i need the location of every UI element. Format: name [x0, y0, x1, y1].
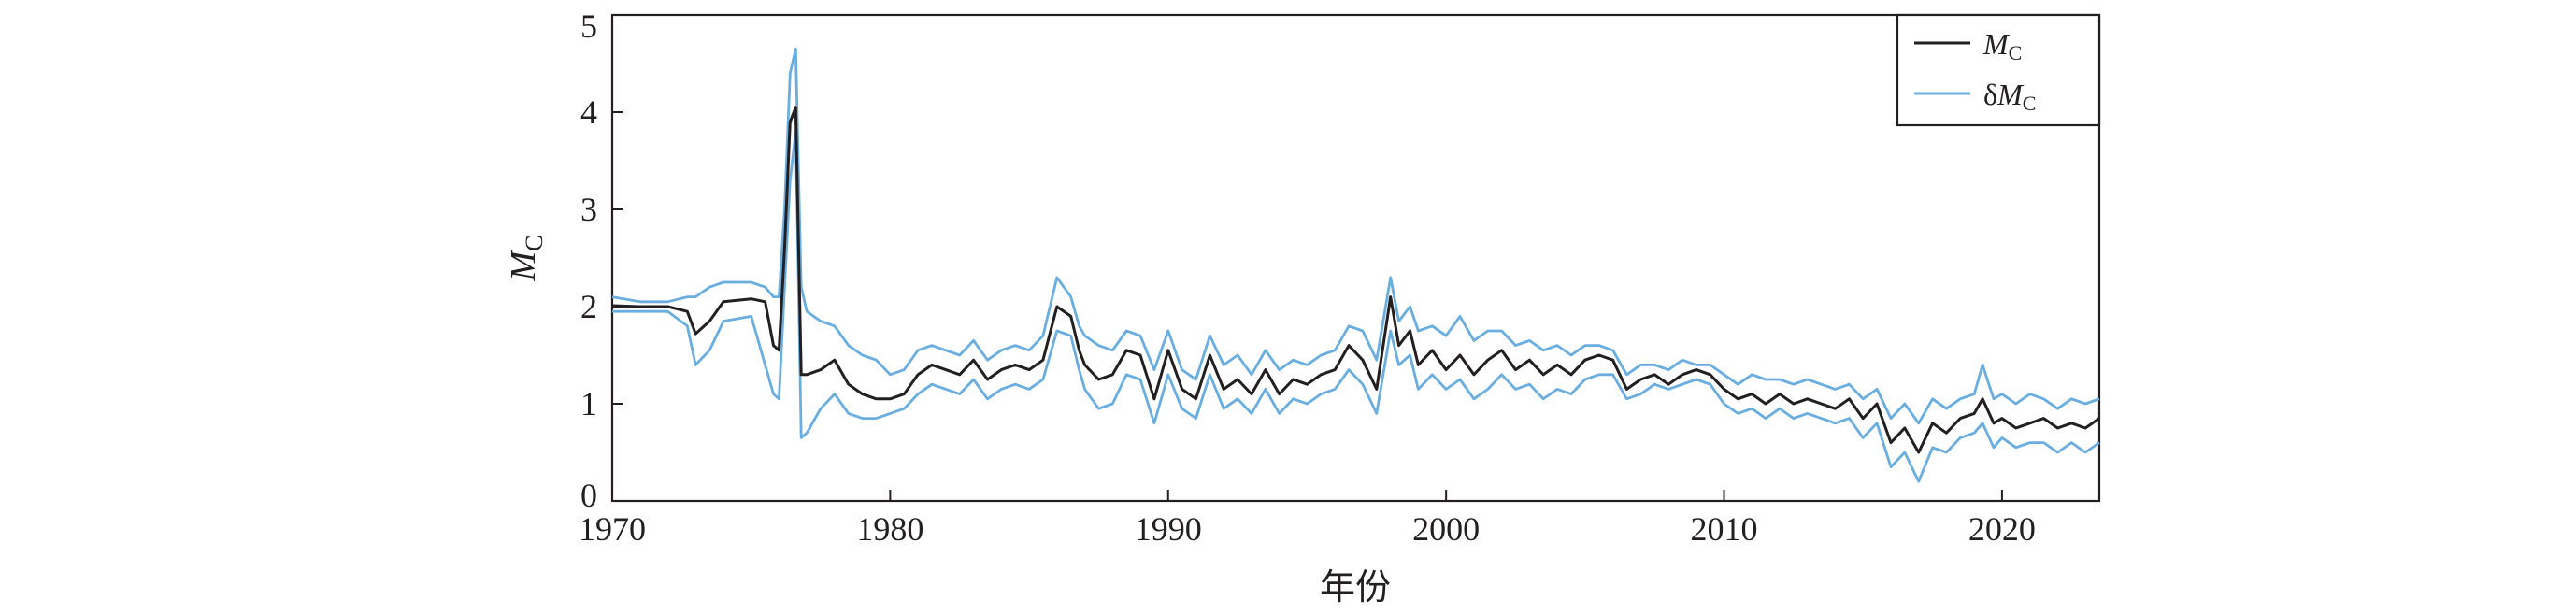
y-tick-label: 5 — [580, 7, 597, 45]
legend-label-mc-sub: C — [2009, 41, 2023, 64]
series-line-delta-mc-lower — [612, 130, 2100, 483]
x-tick-label: 1990 — [1135, 510, 1202, 548]
x-tick-label: 1970 — [579, 510, 646, 548]
x-tick-label: 2000 — [1412, 510, 1480, 548]
legend-label-delta-mc-sub: C — [2023, 92, 2037, 115]
axis-layer: 1970 1980 1990 2000 2010 2020 0 1 2 3 4 5 — [579, 7, 2036, 548]
y-axis-label-main: M — [504, 250, 543, 282]
y-axis-label-sub: C — [521, 236, 548, 251]
y-tick-label: 3 — [580, 191, 597, 228]
series-line-delta-mc-upper — [611, 48, 2100, 425]
y-tick-label: 1 — [580, 385, 597, 422]
legend: MC δMC — [1896, 13, 2101, 127]
legend-label-delta-mc-main: M — [1996, 78, 2025, 111]
y-tick-label: 4 — [580, 93, 597, 131]
svg-text:MC: MC — [504, 236, 548, 282]
series-layer — [611, 48, 2100, 483]
legend-label-delta-mc: δMC — [1983, 78, 2036, 115]
x-axis-label: 年份 — [1320, 568, 1391, 608]
y-tick-label: 0 — [580, 477, 597, 514]
x-tick-label: 2010 — [1691, 510, 1758, 548]
plot-frame — [610, 13, 2101, 503]
x-tick-label: 2020 — [1968, 510, 2036, 548]
series-line-mc — [611, 106, 2100, 454]
legend-box — [1896, 13, 2101, 127]
legend-label-delta-mc-prefix: δ — [1983, 78, 1997, 111]
x-tick-label: 1980 — [856, 510, 923, 548]
y-axis-label: MC — [504, 236, 548, 282]
legend-label-mc-main: M — [1982, 27, 2011, 61]
legend-label-mc: MC — [1982, 27, 2022, 64]
y-tick-label: 2 — [580, 288, 597, 325]
